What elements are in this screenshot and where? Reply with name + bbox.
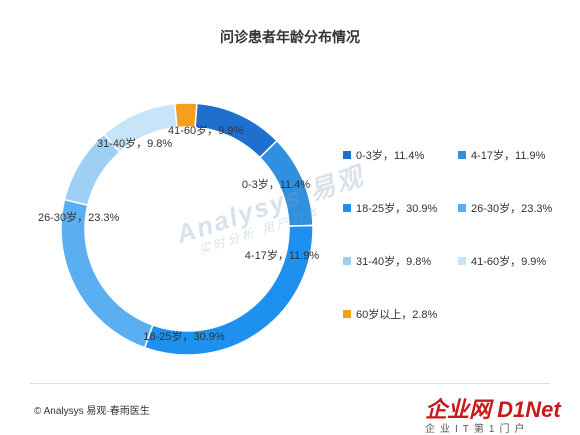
site-logo-tagline: 企业IT第1门户 xyxy=(425,424,530,435)
legend-label: 4-17岁，11.9% xyxy=(471,150,546,162)
slice-label-1: 0-3岁，11.4% xyxy=(242,177,310,191)
site-logo: 企业网 D1Net xyxy=(425,397,561,422)
legend-item-2: 4-17岁，11.9% xyxy=(458,147,545,163)
donut-slice-7 xyxy=(173,102,198,129)
legend-swatch xyxy=(458,151,466,159)
legend-swatch xyxy=(343,204,351,212)
legend-label: 0-3岁，11.4% xyxy=(356,150,425,162)
slice-label-6: 41-60岁，9.9% xyxy=(168,123,243,137)
legend-label: 60岁以上，2.8% xyxy=(356,309,438,321)
footer-divider xyxy=(30,383,550,384)
legend-item-6: 41-60岁，9.9% xyxy=(458,253,546,269)
legend-swatch xyxy=(343,310,351,318)
legend-item-5: 31-40岁，9.8% xyxy=(343,253,431,269)
legend-item-4: 26-30岁，23.3% xyxy=(458,200,552,216)
source-note: © Analysys 易观·春雨医生 xyxy=(34,406,150,417)
chart-legend: 0-3岁，11.4% 4-17岁，11.9% 18-25岁，30.9% 26-30岁，… xyxy=(343,147,573,327)
legend-item-1: 0-3岁，11.4% xyxy=(343,147,424,163)
legend-label: 18-25岁，30.9% xyxy=(356,203,438,215)
legend-label: 41-60岁，9.9% xyxy=(471,256,547,268)
legend-swatch xyxy=(343,151,351,159)
slice-label-5: 31-40岁，9.8% xyxy=(97,136,172,150)
legend-swatch xyxy=(343,257,351,265)
slice-label-2: 4-17岁，11.9% xyxy=(245,248,320,262)
legend-label: 26-30岁，23.3% xyxy=(471,203,553,215)
legend-swatch xyxy=(458,257,466,265)
slice-label-4: 26-30岁，23.3% xyxy=(38,210,120,224)
chart-title: 问诊患者年龄分布情况 xyxy=(220,29,360,45)
legend-label: 31-40岁，9.8% xyxy=(356,256,432,268)
legend-swatch xyxy=(458,204,466,212)
legend-item-3: 18-25岁，30.9% xyxy=(343,200,437,216)
slice-label-3: 18-25岁，30.9% xyxy=(143,329,225,343)
legend-item-7: 60岁以上，2.8% xyxy=(343,306,437,322)
